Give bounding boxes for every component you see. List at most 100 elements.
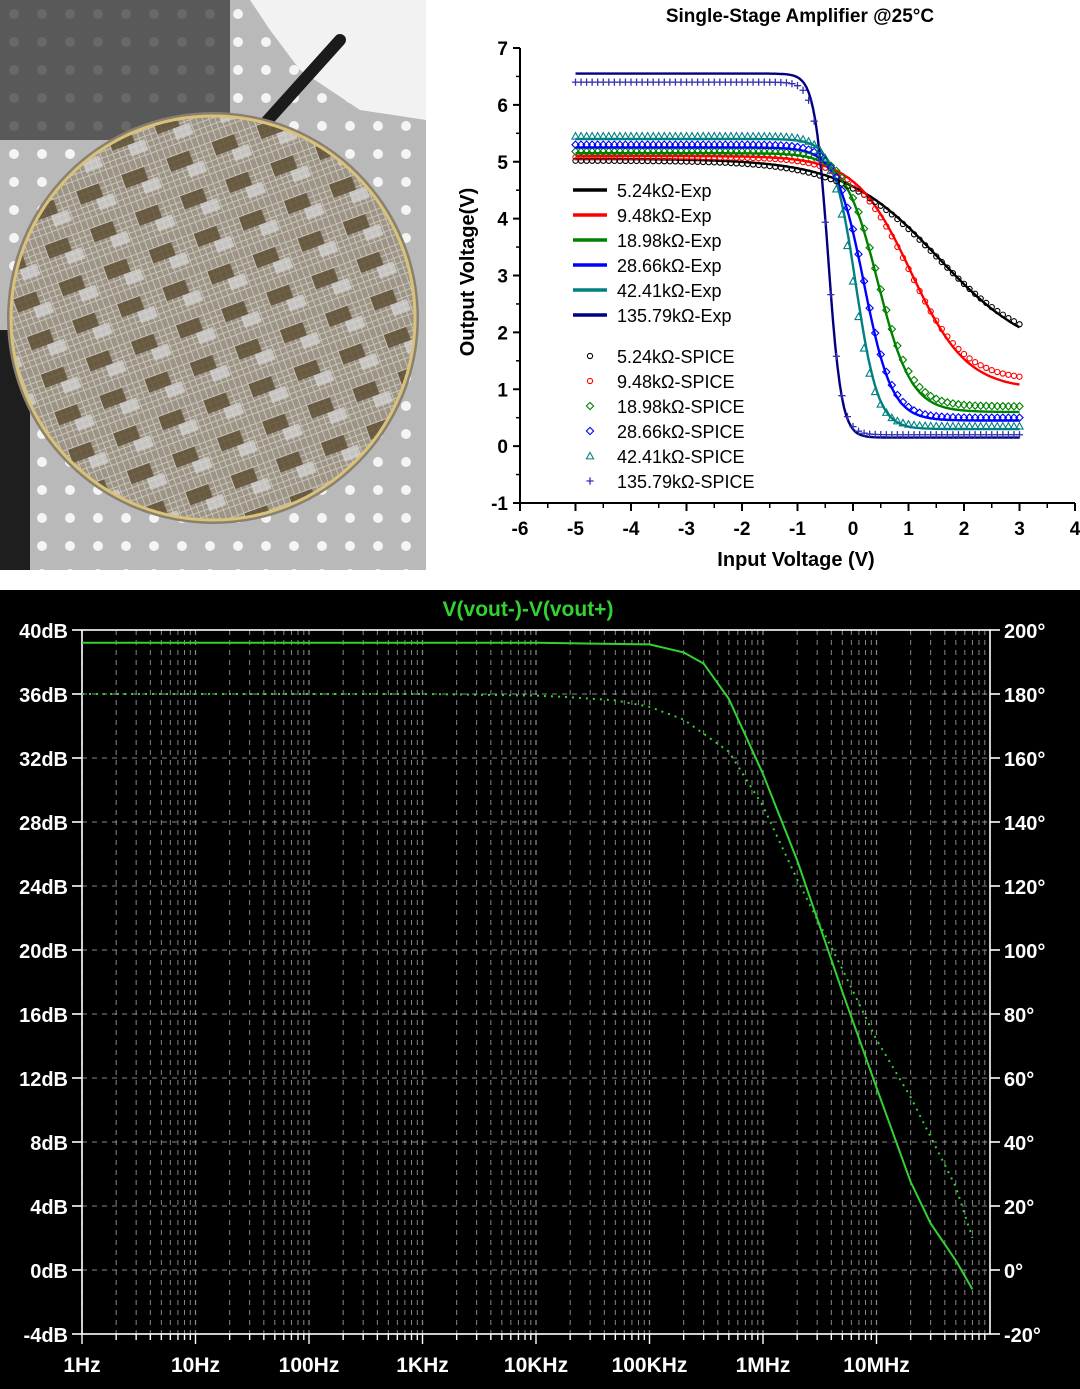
data-point-circle: [877, 202, 884, 209]
data-point-diamond: [831, 166, 841, 176]
data-point-diamond: [931, 394, 941, 404]
data-point-triangle: [698, 131, 708, 140]
transfer-y-tick-label: 2: [497, 323, 508, 344]
data-point-plus: [788, 80, 796, 88]
data-point-diamond: [876, 350, 886, 359]
data-point-diamond: [585, 401, 595, 411]
data-point-triangle: [620, 131, 630, 140]
transfer-x-tick-label: 2: [959, 519, 970, 540]
bode-right-tick-label: 60°: [1004, 1069, 1034, 1091]
data-point-triangle: [585, 451, 595, 460]
data-point-diamond: [870, 328, 880, 338]
data-point-triangle: [842, 240, 852, 250]
data-point-diamond: [748, 140, 758, 150]
data-point-triangle: [659, 131, 669, 140]
transfer-markers-8: [571, 147, 1024, 411]
data-point-diamond: [848, 224, 858, 234]
bode-x-tick-label: 10MHz: [843, 1354, 910, 1377]
data-point-circle: [877, 214, 884, 221]
data-point-triangle: [693, 131, 703, 140]
data-point-diamond: [798, 143, 808, 153]
data-point-circle: [805, 169, 812, 176]
bode-left-tick-label: 20dB: [19, 941, 68, 963]
data-point-circle: [933, 317, 940, 324]
bode-left-tick-label: 28dB: [19, 813, 68, 835]
data-point-triangle: [865, 368, 875, 377]
data-point-diamond: [898, 397, 908, 407]
transfer-markers-11: [571, 78, 1024, 439]
data-point-triangle: [987, 421, 997, 430]
transfer-markers-10: [570, 131, 1025, 430]
data-point-plus: [810, 117, 818, 125]
bode-background: [0, 590, 1080, 1389]
data-point-diamond: [865, 243, 875, 253]
data-point-circle: [933, 253, 940, 260]
data-point-circle: [827, 175, 834, 183]
data-point-triangle: [681, 131, 692, 140]
data-point-circle: [916, 287, 923, 295]
data-point-diamond: [970, 413, 980, 422]
data-point-triangle: [809, 139, 819, 149]
data-point-diamond: [843, 182, 852, 192]
transfer-line-5: [575, 72, 1020, 439]
legend-label: 5.24kΩ-Exp: [617, 181, 712, 201]
data-point-circle: [794, 167, 801, 174]
data-point-triangle: [792, 133, 803, 142]
data-point-diamond: [826, 163, 836, 172]
bode-x-tick-label: 100KHz: [612, 1354, 688, 1377]
legend-label: 135.79kΩ-Exp: [617, 306, 732, 326]
wafer-photo: [0, 0, 426, 570]
data-point-diamond: [876, 285, 886, 294]
data-point-circle: [960, 280, 968, 287]
data-point-triangle: [615, 131, 625, 140]
data-point-circle: [905, 265, 912, 273]
data-point-diamond: [1004, 401, 1013, 411]
data-point-diamond: [1015, 413, 1024, 423]
data-point-triangle: [937, 421, 947, 430]
data-point-circle: [938, 258, 945, 266]
data-point-diamond: [848, 193, 858, 203]
data-point-circle: [988, 366, 995, 374]
data-point-diamond: [770, 140, 780, 150]
data-point-circle: [999, 311, 1006, 318]
data-point-circle: [910, 276, 918, 284]
data-point-plus: [793, 82, 802, 90]
data-point-circle: [586, 352, 594, 360]
data-point-circle: [822, 174, 829, 181]
data-point-plus: [1015, 431, 1024, 439]
data-point-circle: [872, 205, 879, 213]
data-point-plus: [827, 291, 835, 299]
data-point-diamond: [859, 276, 869, 286]
data-point-triangle: [920, 421, 930, 430]
bode-phase-trace: [82, 693, 974, 1239]
data-point-circle: [966, 285, 973, 293]
data-point-diamond: [765, 140, 775, 150]
data-point-diamond: [981, 401, 991, 411]
legend-label: 9.48kΩ-SPICE: [617, 372, 735, 392]
data-point-triangle: [770, 131, 780, 140]
bode-magnitude-trace: [82, 641, 974, 1290]
data-point-plus: [843, 413, 852, 421]
data-point-diamond: [765, 147, 775, 157]
bode-axes: 40dB 36dB 32dB 28dB 24dB 20dB 16dB 12dB 8dB 4dB 0d…: [19, 621, 1045, 1377]
data-point-diamond: [787, 141, 797, 151]
legend-label: 9.48kΩ-Exp: [617, 206, 712, 226]
data-point-diamond: [942, 412, 952, 422]
data-point-diamond: [759, 147, 769, 157]
data-point-triangle: [854, 311, 864, 321]
data-point-circle: [883, 206, 890, 214]
data-point-triangle: [981, 421, 991, 430]
data-point-circle: [955, 345, 962, 353]
transfer-y-tick-label: 6: [497, 96, 508, 117]
data-point-circle: [999, 370, 1006, 377]
data-point-circle: [805, 159, 812, 167]
transfer-curve-chart: Single-Stage Amplifier @25°C -101234567-…: [426, 0, 1080, 571]
data-point-diamond: [893, 390, 902, 400]
data-point-triangle: [959, 421, 969, 430]
data-point-circle: [927, 247, 934, 254]
data-point-triangle: [593, 131, 603, 140]
data-point-triangle: [626, 131, 636, 140]
bode-left-tick-label: 0dB: [30, 1261, 68, 1283]
data-point-triangle: [887, 412, 897, 422]
